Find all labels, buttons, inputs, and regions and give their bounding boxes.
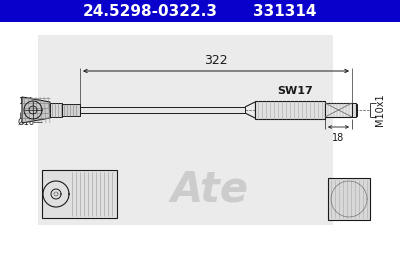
Text: 24.5298-0322.3: 24.5298-0322.3 bbox=[82, 3, 218, 18]
Bar bbox=[80, 107, 245, 113]
Bar bbox=[42, 170, 117, 218]
Polygon shape bbox=[22, 97, 50, 123]
Text: M10x1: M10x1 bbox=[375, 94, 385, 126]
Text: 18: 18 bbox=[332, 133, 345, 143]
Bar bbox=[325, 103, 352, 117]
Text: SW17: SW17 bbox=[277, 86, 313, 96]
Text: Ate: Ate bbox=[171, 169, 249, 211]
Text: 322: 322 bbox=[204, 54, 228, 67]
Bar bbox=[62, 104, 80, 116]
Text: 10°: 10° bbox=[18, 97, 33, 107]
Text: Ø10: Ø10 bbox=[18, 117, 35, 127]
Text: 331314: 331314 bbox=[253, 3, 317, 18]
Bar bbox=[50, 103, 62, 117]
Bar bbox=[352, 104, 357, 116]
Bar bbox=[38, 35, 333, 225]
Bar bbox=[352, 103, 356, 117]
Bar bbox=[0, 0, 400, 22]
Bar bbox=[328, 178, 370, 220]
Bar bbox=[255, 101, 325, 119]
